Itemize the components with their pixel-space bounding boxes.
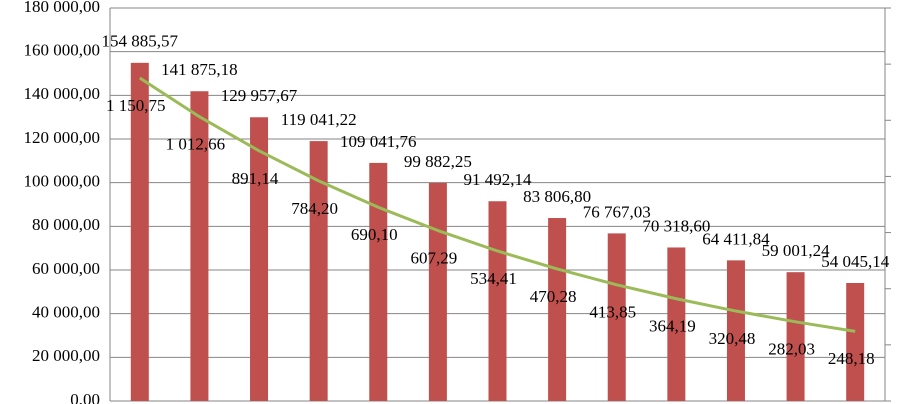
line-value-label: 470,28 bbox=[530, 287, 577, 306]
line-value-label: 1 012,66 bbox=[166, 135, 226, 154]
line-value-label: 784,20 bbox=[291, 199, 338, 218]
bar bbox=[726, 260, 745, 401]
bar-value-label: 59 001,24 bbox=[762, 241, 831, 260]
line-value-label: 282,03 bbox=[768, 340, 815, 359]
y-tick-label: 160 000,00 bbox=[24, 41, 101, 60]
y-tick-label: 60 000,00 bbox=[32, 259, 100, 278]
y-tick-label: 40 000,00 bbox=[32, 303, 100, 322]
bar bbox=[428, 182, 447, 401]
bar-value-label: 91 492,14 bbox=[464, 170, 533, 189]
y-tick-label: 140 000,00 bbox=[24, 84, 101, 103]
bar bbox=[130, 62, 149, 402]
bar bbox=[607, 233, 626, 401]
bar-value-label: 141 875,18 bbox=[161, 60, 238, 79]
y-tick-label: 20 000,00 bbox=[32, 346, 100, 365]
bar-value-label: 76 767,03 bbox=[583, 202, 651, 221]
y-tick-label: 180 000,00 bbox=[24, 0, 101, 16]
bar-value-label: 64 411,84 bbox=[702, 229, 770, 248]
line-value-label: 364,19 bbox=[649, 317, 696, 336]
bar bbox=[309, 141, 328, 402]
y-tick-label: 0,00 bbox=[70, 390, 100, 404]
line-value-label: 607,29 bbox=[411, 248, 458, 267]
line-value-label: 690,10 bbox=[351, 225, 398, 244]
y-tick-label: 120 000,00 bbox=[24, 128, 101, 147]
y-tick-label: 80 000,00 bbox=[32, 215, 100, 234]
bar-value-label: 83 806,80 bbox=[523, 187, 591, 206]
bar bbox=[190, 91, 209, 401]
line-value-label: 248,18 bbox=[828, 349, 875, 368]
bar-value-label: 54 045,14 bbox=[821, 252, 890, 271]
bar-value-label: 119 041,22 bbox=[281, 110, 357, 129]
line-value-label: 413,85 bbox=[589, 303, 636, 322]
trend-line bbox=[138, 76, 856, 333]
line-value-label: 891,14 bbox=[232, 169, 279, 188]
line-value-label: 534,41 bbox=[470, 269, 517, 288]
bar bbox=[846, 283, 865, 401]
bar bbox=[250, 117, 269, 401]
bar-value-label: 129 957,67 bbox=[221, 86, 298, 105]
y-tick-label: 100 000,00 bbox=[24, 172, 101, 191]
bar-value-label: 154 885,57 bbox=[102, 32, 179, 51]
bar-value-label: 99 882,25 bbox=[404, 152, 472, 171]
bar bbox=[548, 218, 567, 401]
line-value-label: 320,48 bbox=[709, 329, 756, 348]
line-value-label: 1 150,75 bbox=[106, 96, 166, 115]
bar-value-label: 109 041,76 bbox=[340, 132, 417, 151]
bar bbox=[369, 162, 388, 401]
bar bbox=[786, 272, 805, 401]
bar-value-label: 70 318,60 bbox=[642, 216, 710, 235]
bar bbox=[488, 201, 507, 401]
bar bbox=[667, 247, 686, 401]
